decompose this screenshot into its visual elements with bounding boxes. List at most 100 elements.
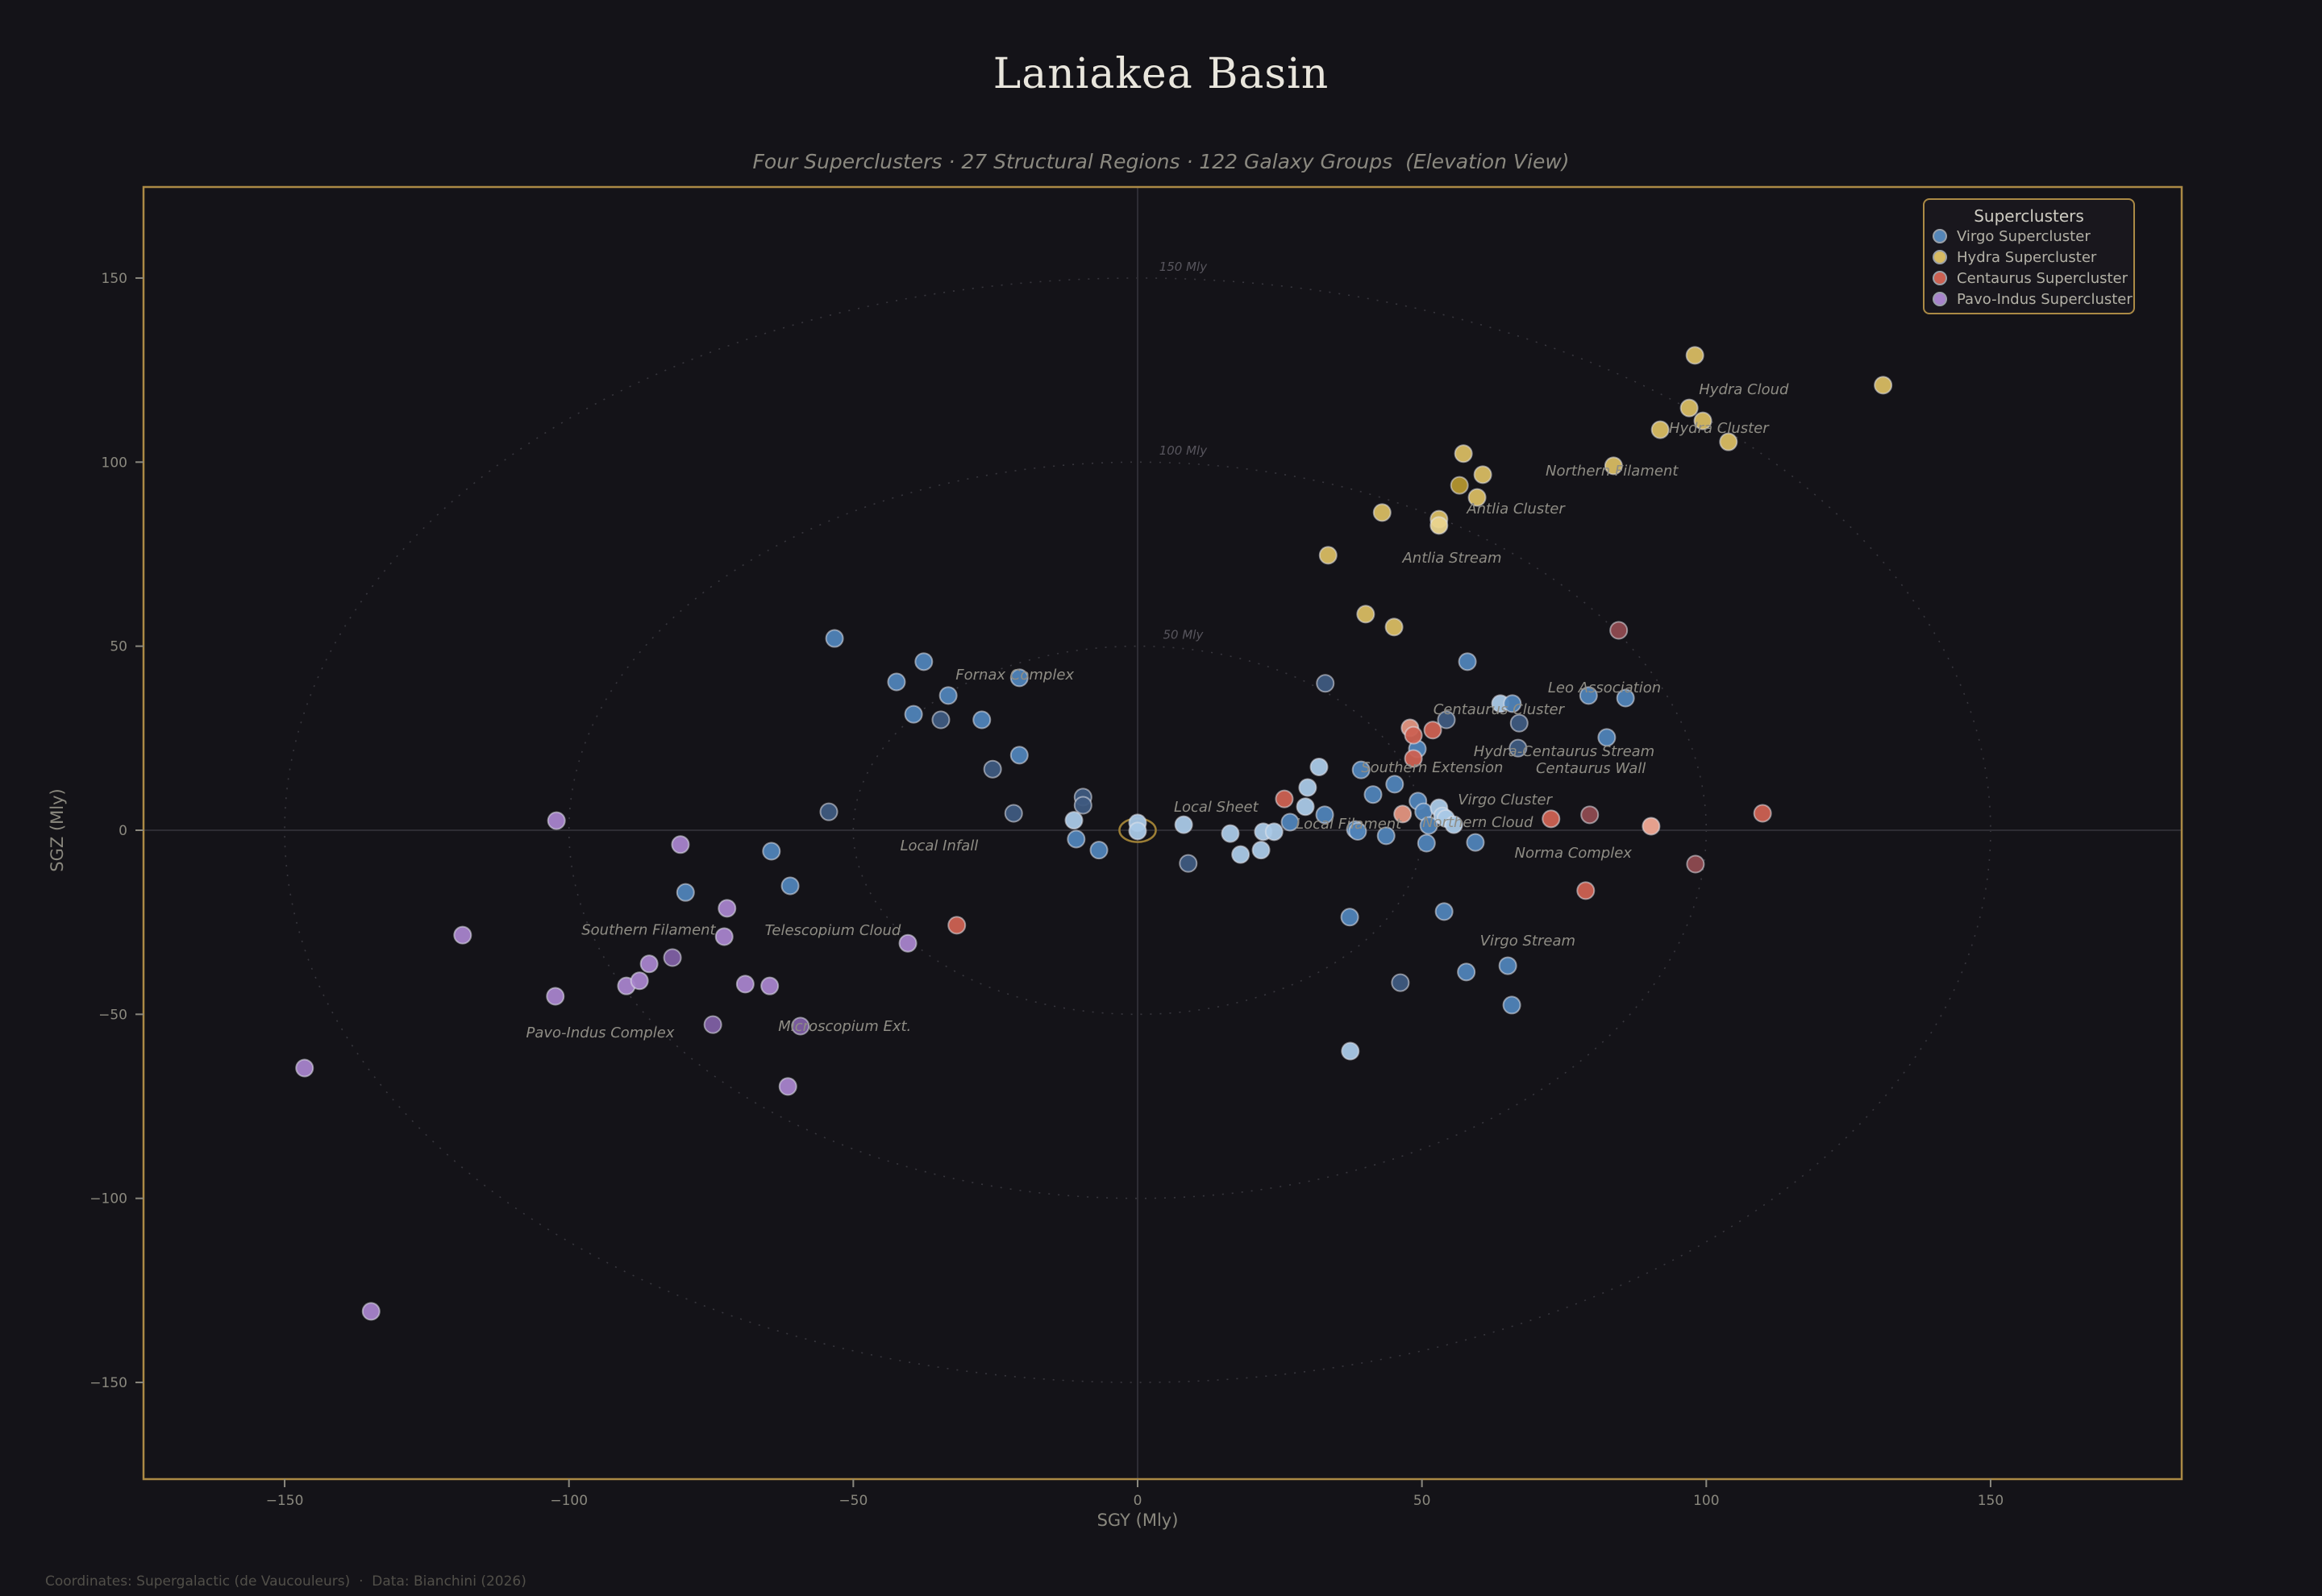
point-virgo xyxy=(938,686,958,705)
point-virgo xyxy=(1004,804,1023,823)
legend-item-label: Hydra Supercluster xyxy=(1957,248,2097,266)
point-pavo-indus xyxy=(714,927,734,946)
y-tick-label: 150 xyxy=(102,271,127,287)
y-tick-label: −100 xyxy=(89,1191,127,1207)
point-virgo xyxy=(1444,815,1463,834)
point-virgo xyxy=(1616,688,1635,708)
region-label: Hydra-Centaurus Stream xyxy=(1474,743,1655,760)
region-label: Antlia Cluster xyxy=(1466,501,1566,517)
point-virgo xyxy=(1466,833,1485,852)
point-pavo-indus xyxy=(703,1015,722,1034)
point-virgo xyxy=(762,842,781,861)
point-hydra xyxy=(1650,420,1670,439)
point-hydra xyxy=(1685,346,1704,365)
region-label: Centaurus Cluster xyxy=(1434,701,1566,718)
point-pavo-indus xyxy=(778,1077,797,1096)
point-virgo xyxy=(1417,833,1436,853)
point-pavo-indus xyxy=(295,1058,314,1078)
point-hydra xyxy=(1874,376,1893,395)
point-virgo xyxy=(1174,815,1193,834)
point-pavo-indus xyxy=(671,835,690,854)
region-label: Local Sheet xyxy=(1174,799,1259,816)
legend-item-1: Hydra Supercluster xyxy=(1933,247,2133,268)
region-label: Southern Filament xyxy=(581,921,716,938)
y-tick-label: −50 xyxy=(98,1007,127,1023)
point-hydra xyxy=(1473,465,1492,484)
point-centaurus xyxy=(1686,854,1705,874)
x-tick-label: −50 xyxy=(838,1493,868,1509)
region-label: Microscopium Ext. xyxy=(778,1018,911,1035)
point-virgo xyxy=(1348,821,1367,841)
legend-swatch-icon xyxy=(1933,292,1947,306)
legend-item-label: Centaurus Supercluster xyxy=(1957,269,2128,287)
point-virgo xyxy=(1597,728,1617,747)
region-label: Northern Cloud xyxy=(1422,814,1533,831)
legend-title: Superclusters xyxy=(1974,206,2084,226)
point-virgo xyxy=(1341,1041,1360,1061)
x-tick-label: −150 xyxy=(266,1493,304,1509)
x-tick-label: 50 xyxy=(1413,1493,1431,1509)
point-virgo xyxy=(1179,854,1198,873)
point-hydra xyxy=(1693,411,1712,430)
point-virgo xyxy=(1340,908,1359,927)
point-centaurus xyxy=(1580,805,1600,825)
region-label: Southern Extension xyxy=(1361,759,1503,776)
legend: Superclusters Virgo Supercluster Hydra Su… xyxy=(1923,198,2135,314)
point-virgo xyxy=(1363,785,1383,804)
point-pavo-indus xyxy=(663,948,682,967)
point-centaurus xyxy=(1423,721,1442,740)
point-pavo-indus xyxy=(361,1302,381,1321)
point-pavo-indus xyxy=(735,975,755,994)
point-virgo xyxy=(1434,902,1454,921)
point-hydra xyxy=(1429,516,1449,535)
point-hydra xyxy=(1679,398,1699,418)
region-label: Norma Complex xyxy=(1515,845,1633,862)
region-label: Local Filament xyxy=(1296,816,1402,833)
point-virgo xyxy=(819,802,838,821)
point-virgo xyxy=(1009,668,1029,688)
point-virgo xyxy=(825,629,844,648)
point-virgo xyxy=(1309,757,1329,776)
y-tick-label: 50 xyxy=(110,639,127,655)
point-virgo xyxy=(972,710,992,729)
point-virgo xyxy=(1385,775,1404,794)
y-tick-label: 100 xyxy=(102,455,127,471)
point-centaurus xyxy=(1275,789,1294,808)
legend-swatch-icon xyxy=(1933,229,1947,243)
point-centaurus xyxy=(1576,881,1596,900)
y-axis-label: SGZ (Mly) xyxy=(48,788,67,871)
region-label: Hydra Cloud xyxy=(1699,381,1789,398)
point-virgo xyxy=(887,672,906,692)
point-virgo xyxy=(1251,841,1271,860)
point-pavo-indus xyxy=(718,899,737,918)
point-pavo-indus xyxy=(760,976,780,995)
point-virgo xyxy=(1351,760,1371,779)
region-label: Antlia Stream xyxy=(1401,550,1501,567)
point-hydra xyxy=(1372,503,1392,522)
point-virgo xyxy=(1503,694,1522,713)
point-centaurus xyxy=(1393,804,1413,824)
ring-label-150: 150 Mly xyxy=(1159,260,1209,274)
point-virgo xyxy=(1089,841,1109,860)
plot-border xyxy=(142,185,2183,1481)
point-hydra xyxy=(1467,488,1487,507)
point-virgo xyxy=(1376,826,1396,846)
point-virgo xyxy=(1315,805,1334,825)
point-virgo xyxy=(1221,824,1240,843)
point-centaurus xyxy=(1404,725,1423,745)
chart-subtitle: Four Superclusters · 27 Structural Regio… xyxy=(752,150,1570,173)
point-virgo xyxy=(1508,738,1528,758)
region-label: Virgo Stream xyxy=(1480,933,1575,950)
region-label: Centaurus Wall xyxy=(1536,760,1646,777)
x-tick-label: −100 xyxy=(550,1493,588,1509)
region-label: Leo Association xyxy=(1548,680,1661,696)
legend-item-2: Centaurus Supercluster xyxy=(1933,268,2133,289)
point-virgo xyxy=(1509,713,1529,733)
region-label: Northern Filament xyxy=(1546,463,1679,480)
x-tick-label: 100 xyxy=(1693,1493,1719,1509)
region-label: Hydra Cluster xyxy=(1669,420,1770,437)
point-virgo xyxy=(1064,811,1084,830)
point-hydra xyxy=(1356,605,1375,624)
chart-title: Laniakea Basin xyxy=(992,50,1330,98)
